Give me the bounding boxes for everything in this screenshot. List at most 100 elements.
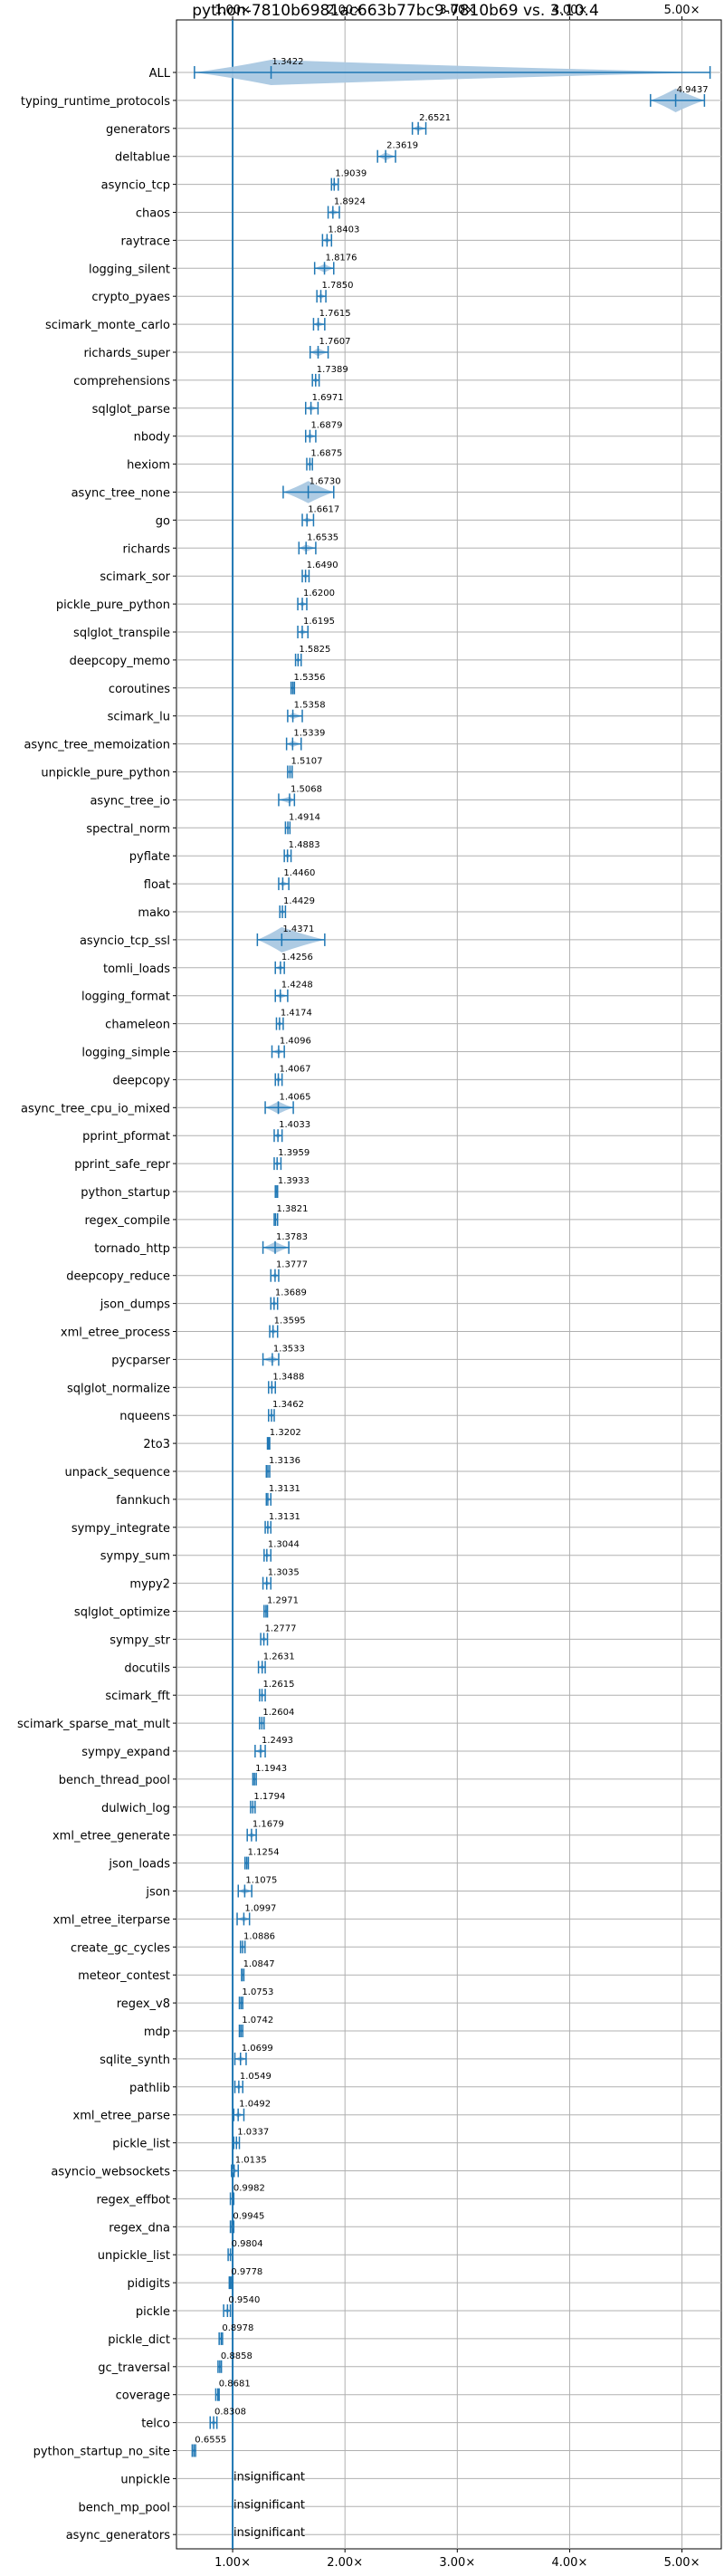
value-label: 1.4429 — [283, 896, 315, 906]
value-label: 0.6555 — [195, 2436, 226, 2446]
x-tick-label-bottom: 2.00× — [327, 2556, 363, 2570]
value-label: 1.3035 — [268, 1568, 300, 1578]
value-label: 1.0997 — [244, 1903, 276, 1913]
y-tick-label: mypy2 — [129, 1578, 170, 1592]
value-label: 1.1679 — [252, 1820, 284, 1830]
value-label: 1.4067 — [280, 1064, 311, 1074]
y-tick-label: unpickle — [120, 2473, 170, 2486]
y-tick-label: json — [145, 1886, 170, 1900]
value-label: 0.8858 — [221, 2351, 252, 2361]
y-tick-label: logging_format — [81, 991, 170, 1004]
y-tick-label: nbody — [134, 431, 171, 445]
y-tick-label: sympy_sum — [100, 1550, 170, 1564]
x-tick-label-top: 2.00× — [327, 4, 363, 17]
insignificant-label: insignificant — [233, 2470, 305, 2484]
x-tick-label-bottom: 4.00× — [552, 2556, 588, 2570]
y-tick-label: meteor_contest — [78, 1969, 170, 1983]
y-tick-label: logging_silent — [89, 263, 170, 276]
value-label: 0.8308 — [214, 2408, 246, 2418]
value-label: 1.3783 — [276, 1232, 308, 1242]
y-tick-label: mako — [138, 906, 170, 920]
value-label: 1.3595 — [274, 1317, 306, 1326]
y-tick-label: pycparser — [111, 1354, 170, 1367]
value-label: 0.9540 — [228, 2295, 260, 2305]
value-label: 0.9804 — [232, 2239, 263, 2249]
value-label: 0.9982 — [233, 2183, 265, 2193]
value-label: 1.3777 — [276, 1260, 308, 1270]
y-tick-label: dulwich_log — [101, 1802, 170, 1815]
y-tick-label: raytrace — [120, 235, 170, 248]
value-label: 0.8681 — [219, 2380, 251, 2389]
value-label: 1.6195 — [303, 617, 335, 627]
y-tick-label: regex_effbot — [96, 2193, 170, 2207]
value-label: 1.0135 — [235, 2156, 267, 2166]
value-label: 1.6490 — [307, 560, 338, 570]
y-tick-label: scimark_sor — [100, 570, 170, 584]
value-label: 1.2615 — [263, 1680, 295, 1690]
y-tick-label: sympy_str — [110, 1633, 170, 1647]
y-tick-label: richards_super — [83, 347, 170, 360]
value-label: 1.7850 — [321, 281, 353, 291]
x-axis-ticks: 1.00× 1.00× 2.00× 2.00× 3.00× 3.00× 4.00× 4.00×… — [214, 4, 700, 2570]
value-label: 1.3202 — [270, 1428, 301, 1438]
y-tick-label: chameleon — [105, 1019, 170, 1032]
value-label: 1.1794 — [253, 1792, 285, 1802]
value-label: 1.2777 — [265, 1623, 297, 1633]
value-label: 1.4883 — [289, 840, 320, 850]
value-label: 1.2631 — [263, 1652, 295, 1661]
value-label: 1.3689 — [275, 1288, 307, 1298]
value-label: 1.0549 — [240, 2072, 272, 2082]
y-tick-label: xml_etree_parse — [73, 2110, 170, 2123]
value-label: 1.4371 — [282, 924, 314, 934]
value-label: 0.9778 — [231, 2267, 262, 2277]
value-label: 1.5358 — [294, 701, 326, 711]
value-label: 1.6875 — [310, 449, 342, 459]
y-tick-label: scimark_sparse_mat_mult — [17, 1718, 170, 1731]
value-label: 1.4256 — [281, 953, 313, 962]
value-label: 1.0886 — [243, 1931, 275, 1941]
y-tick-label: logging_simple — [81, 1047, 170, 1060]
x-tick-label-top: 4.00× — [552, 4, 588, 17]
y-tick-label: scimark_lu — [108, 711, 170, 724]
y-tick-label: xml_etree_generate — [52, 1830, 170, 1843]
insignificant-label: insignificant — [233, 2526, 305, 2540]
value-label: 1.3131 — [269, 1484, 300, 1494]
value-label: 1.3044 — [268, 1540, 300, 1550]
y-tick-label: regex_dna — [109, 2221, 170, 2235]
value-label: 1.1943 — [255, 1764, 287, 1774]
y-tick-label: pprint_safe_repr — [74, 1158, 170, 1172]
value-label: 1.5825 — [299, 645, 330, 655]
y-tick-label: scimark_fft — [105, 1690, 170, 1703]
value-label: 1.9039 — [335, 169, 367, 179]
y-tick-label: go — [156, 514, 170, 528]
y-tick-label: async_tree_memoization — [24, 739, 170, 752]
y-tick-label: gc_traversal — [98, 2361, 170, 2375]
x-tick-label-bottom: 5.00× — [664, 2556, 700, 2570]
value-label: 1.6200 — [303, 589, 335, 599]
y-tick-label: sqlite_synth — [100, 2054, 170, 2067]
y-tick-label: docutils — [124, 1661, 170, 1675]
y-tick-label: deepcopy_reduce — [66, 1270, 170, 1284]
y-tick-label: json_dumps — [100, 1298, 170, 1312]
y-tick-label: asyncio_tcp — [101, 179, 170, 193]
y-tick-label: pickle_pure_python — [56, 599, 170, 612]
value-label: 2.3619 — [386, 141, 418, 151]
x-tick-label-bottom: 1.00× — [214, 2556, 251, 2570]
y-tick-label: nqueens — [119, 1410, 170, 1423]
y-tick-label: sympy_expand — [81, 1746, 170, 1759]
value-label: 1.8176 — [326, 253, 357, 263]
y-tick-label: telco — [141, 2418, 170, 2431]
value-label: 1.3131 — [269, 1512, 300, 1522]
y-tick-label: regex_compile — [84, 1214, 170, 1228]
y-tick-label: pyflate — [129, 850, 170, 864]
y-tick-label: coroutines — [109, 683, 170, 696]
y-tick-label: async_tree_cpu_io_mixed — [21, 1102, 170, 1116]
y-tick-label: pprint_pformat — [82, 1130, 170, 1144]
y-tick-label: pickle_dict — [108, 2333, 170, 2347]
y-tick-label: async_generators — [66, 2529, 171, 2542]
x-tick-label-top: 1.00× — [214, 4, 251, 17]
y-tick-label: deepcopy — [112, 1074, 170, 1087]
value-label: 1.0742 — [242, 2016, 273, 2025]
value-label: 1.5068 — [291, 784, 322, 794]
x-tick-label-top: 5.00× — [664, 4, 700, 17]
